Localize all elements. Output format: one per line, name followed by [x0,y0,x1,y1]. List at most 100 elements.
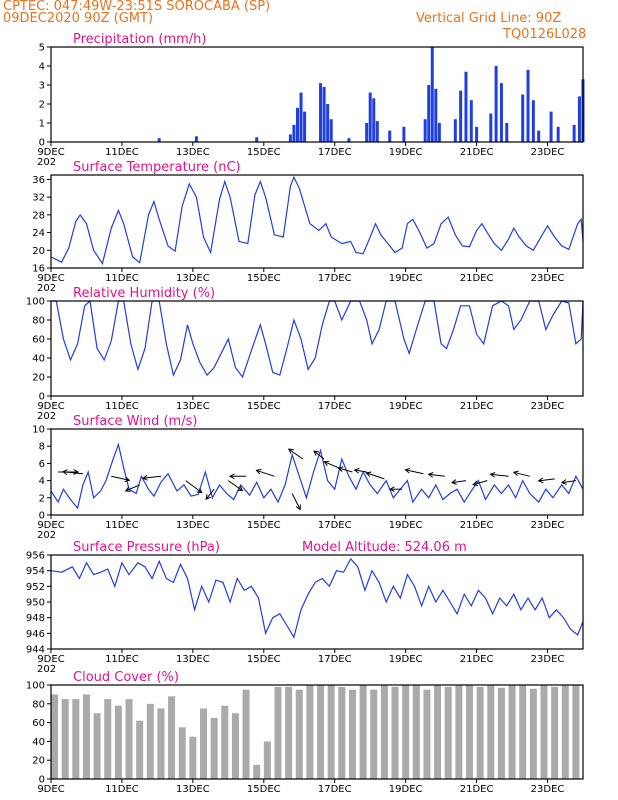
cloud-bar [370,689,378,779]
pressure-xtick-label: 13DEC [176,654,210,665]
wind-xtick-label: 23DEC [531,520,565,531]
wind-xtick-label: 17DEC [318,520,352,531]
wind-frame [50,428,584,516]
precipitation-bar [255,137,259,142]
pressure-xtick-label: 21DEC [460,654,494,665]
wind-arrow [111,475,130,481]
cloud-title: Cloud Cover (%) [73,670,179,685]
wind-arrow-head [73,469,80,475]
pressure-ytick-label: 952 [26,582,45,593]
precipitation-bar [194,136,198,142]
wind-arrow [473,480,488,486]
wind-arrow-head [404,467,411,474]
wind-year-stub: 202 [37,530,56,541]
wind-arrow [291,493,301,510]
cloud-panel: 0 20 40 60 80 100 9DEC 11DEC 13DEC 15DEC 17DEC 19DE… [26,670,584,795]
cloud-bar [551,686,559,779]
precipitation-bar [549,111,553,142]
wind-arrow-head [353,467,360,474]
cloud-ytick-label: 80 [32,699,45,710]
wind-arrow [228,480,243,492]
cloud-xtick-label: 21DEC [460,784,494,795]
precipitation-bar [347,138,351,142]
temperature-title: Surface Temperature (nC) [73,160,241,175]
pressure-ytick-label: 954 [26,566,45,577]
cloud-bar [529,688,537,779]
precipitation-ytick-label: 3 [39,81,45,92]
wind-title: Surface Wind (m/s) [73,414,197,429]
precipitation-bar [430,47,434,142]
wind-xtick-label: 15DEC [247,520,281,531]
wind-arrow-head [313,450,320,456]
cloud-ytick-label: 0 [39,775,45,786]
wind-arrow-head [450,479,457,485]
precipitation-bar [556,126,560,142]
precipitation-bar [537,130,541,142]
wind-arrow-head [512,470,519,477]
cloud-bar [242,689,250,779]
cloud-xtick-label: 19DEC [389,784,423,795]
cloud-ytick-label: 20 [32,756,45,767]
precipitation-bar [577,96,581,142]
cloud-bar [455,685,463,779]
humidity-ytick-label: 60 [32,335,45,346]
temperature-line [50,175,584,266]
wind-arrow-head [560,479,567,485]
wind-arrow [366,472,385,480]
wind-arrow [428,473,445,477]
wind-arrow [205,488,215,500]
cloud-bar [434,685,442,779]
pressure-ytick-label: 950 [26,598,45,609]
cloud-xtick-label: 17DEC [318,784,352,795]
precipitation-xtick-label: 17DEC [318,147,352,158]
humidity-panel: 0 20 40 60 80 100 9DEC 11DEC 13DEC 15DEC 17DEC 19DE… [26,286,584,422]
cloud-bar [487,685,495,779]
precipitation-xtick-label: 21DEC [460,147,494,158]
model-altitude: Model Altitude: 524.06 m [302,540,467,555]
humidity-ytick-label: 40 [32,354,45,365]
precipitation-bar [459,90,463,142]
wind-arrow-head [287,448,294,454]
cloud-bar [412,685,420,779]
precipitation-bar [299,92,303,142]
header-location: CPTEC: 047:49W-23:51S SOROCABA (SP) [3,0,271,14]
wind-arrow-head [295,504,301,511]
precipitation-bar [521,94,525,142]
wind-arrow-head [427,472,434,478]
wind-arrow [490,473,509,477]
precipitation-bar [372,98,376,142]
pressure-ytick-label: 956 [26,551,45,562]
wind-arrow [561,480,576,484]
precipitation-xtick-label: 23DEC [531,147,565,158]
pressure-xtick-label: 23DEC [531,654,565,665]
humidity-xtick-label: 15DEC [247,401,281,412]
precipitation-bar [505,123,509,142]
header-datetime: 09DEC2020 90Z (GMT) [3,11,154,26]
cloud-bar [306,685,314,779]
precipitation-bar [437,123,441,142]
humidity-line [51,299,584,379]
wind-arrow-head [141,475,148,481]
humidity-xtick-label: 13DEC [176,401,210,412]
cloud-bar [317,685,325,779]
cloud-bar [157,708,165,779]
precipitation-year-stub: 202 [37,157,56,168]
cloud-bar [423,689,431,779]
cloud-bar [561,685,569,779]
temperature-xtick-label: 19DEC [389,273,423,284]
precipitation-bar [322,86,326,142]
wind-arrow [324,461,339,469]
precipitation-bar [292,124,296,142]
precipitation-bar [453,119,457,142]
wind-arrow [451,480,467,484]
precipitation-bar [375,121,379,142]
cloud-xtick-label: 23DEC [531,784,565,795]
cloud-bar [476,686,484,779]
wind-ytick-label: 8 [39,442,45,453]
temperature-xtick-label: 17DEC [318,273,352,284]
humidity-frame [50,300,584,397]
wind-arrow-head [337,466,344,472]
cloud-bar [540,685,548,779]
cloud-xtick-label: 13DEC [176,784,210,795]
